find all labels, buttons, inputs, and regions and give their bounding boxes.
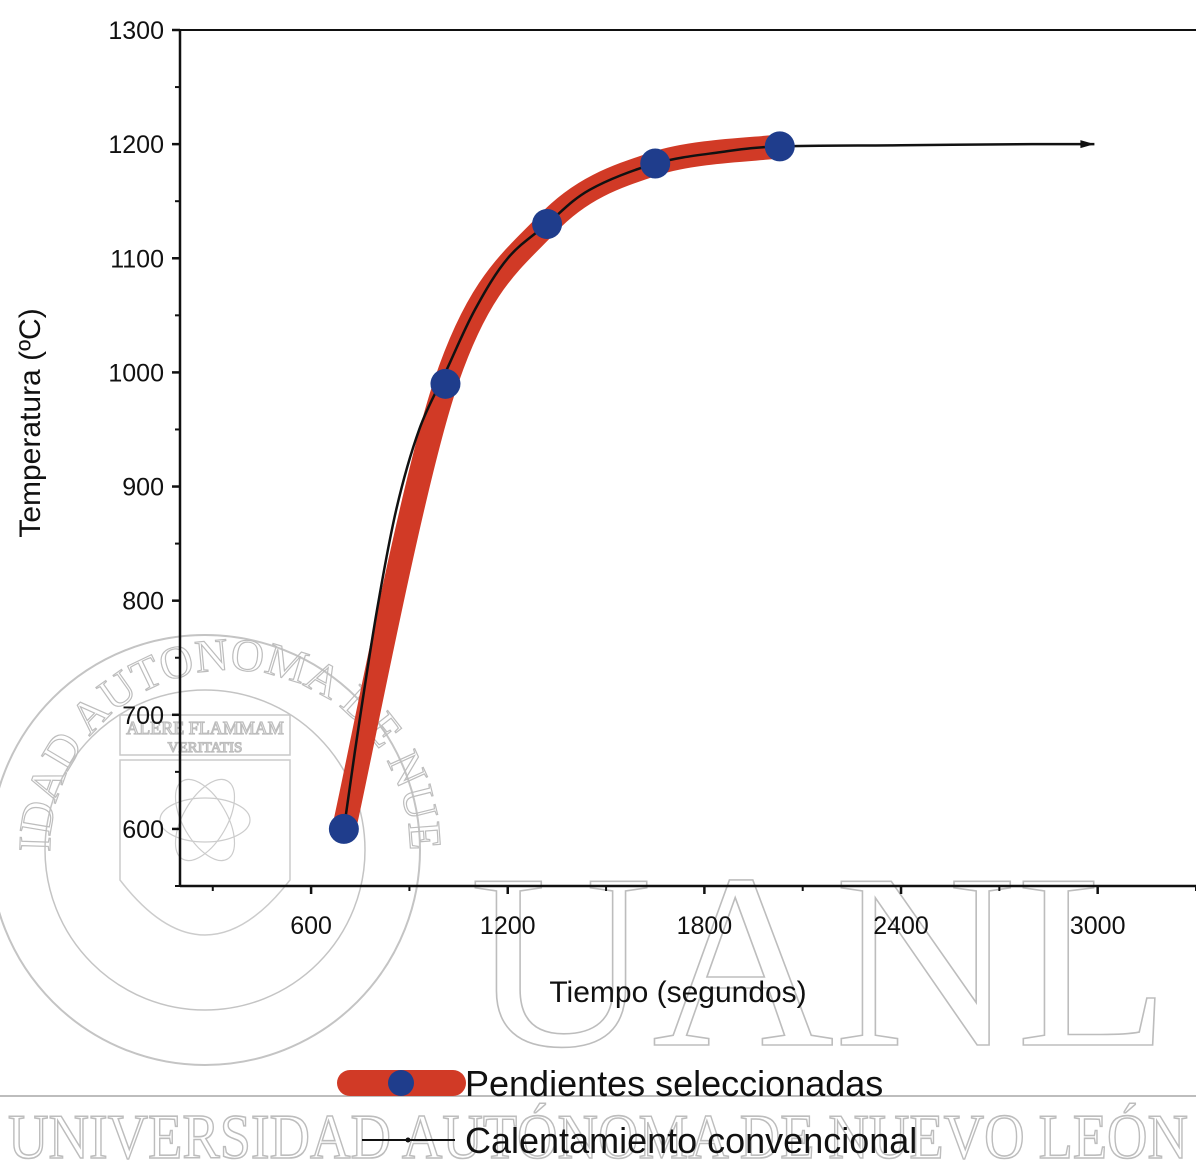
watermark-big-text: UANL [470, 823, 1170, 1100]
y-tick-label: 900 [122, 474, 164, 502]
y-tick-label: 600 [122, 816, 164, 844]
seal-atom-orbit-3 [174, 778, 236, 862]
y-tick-label: 1100 [110, 245, 164, 273]
seal-atom-orbit-2 [174, 778, 236, 862]
y-tick-label: 800 [122, 588, 164, 616]
tick-labels: 600 700 800 900 1000 1100 1200 1300 600 1200 1800 2… [108, 17, 1125, 940]
x-axis-title: Tiempo (segundos) [549, 976, 806, 1009]
series-pendientes-point [640, 148, 671, 179]
series-pendientes-point [764, 131, 795, 162]
series-calentamiento-line [342, 142, 1095, 830]
series-pendientes-point [430, 368, 461, 399]
legend-marker-pendientes [388, 1070, 414, 1096]
plot-area [328, 131, 1095, 844]
seal-motto-line-2: VERITATIS [168, 740, 243, 756]
x-tick-label: 2400 [873, 912, 929, 940]
seal-atom-orbit-1 [159, 797, 251, 843]
y-tick-label: 1000 [108, 359, 164, 387]
watermark-bottom-text: UNIVERSIDAD AUTÓNOMA DE NUEVO LEÓN [8, 1101, 1188, 1165]
seal-inner-ring [44, 689, 366, 1011]
axes [178, 29, 1196, 888]
y-tick-label: 700 [122, 702, 164, 730]
x-tick-label: 1200 [480, 912, 536, 940]
legend-label-pendientes: Pendientes seleccionadas [465, 1063, 883, 1104]
seal-motto-line-1: ALERE FLAMMAM [126, 718, 284, 738]
x-tick-label: 3000 [1070, 912, 1126, 940]
legend-label-calentamiento: Calentamiento convencional [465, 1120, 917, 1161]
ticks [172, 28, 1196, 894]
y-axis-title: Temperatura (ºC) [14, 308, 47, 537]
series-pendientes-point [328, 813, 359, 844]
x-tick-label: 1800 [677, 912, 733, 940]
series-calentamiento-end-marker [1080, 140, 1095, 149]
y-tick-label: 1200 [108, 131, 164, 159]
seal-outer-ring [0, 634, 421, 1066]
x-tick-label: 600 [290, 912, 332, 940]
series-pendientes-point [532, 209, 563, 240]
legend-marker-calentamiento [405, 1137, 411, 1143]
legend: Pendientes seleccionadas Calentamiento c… [337, 1063, 917, 1161]
y-tick-label: 1300 [108, 17, 164, 45]
seal-banner [119, 714, 291, 756]
